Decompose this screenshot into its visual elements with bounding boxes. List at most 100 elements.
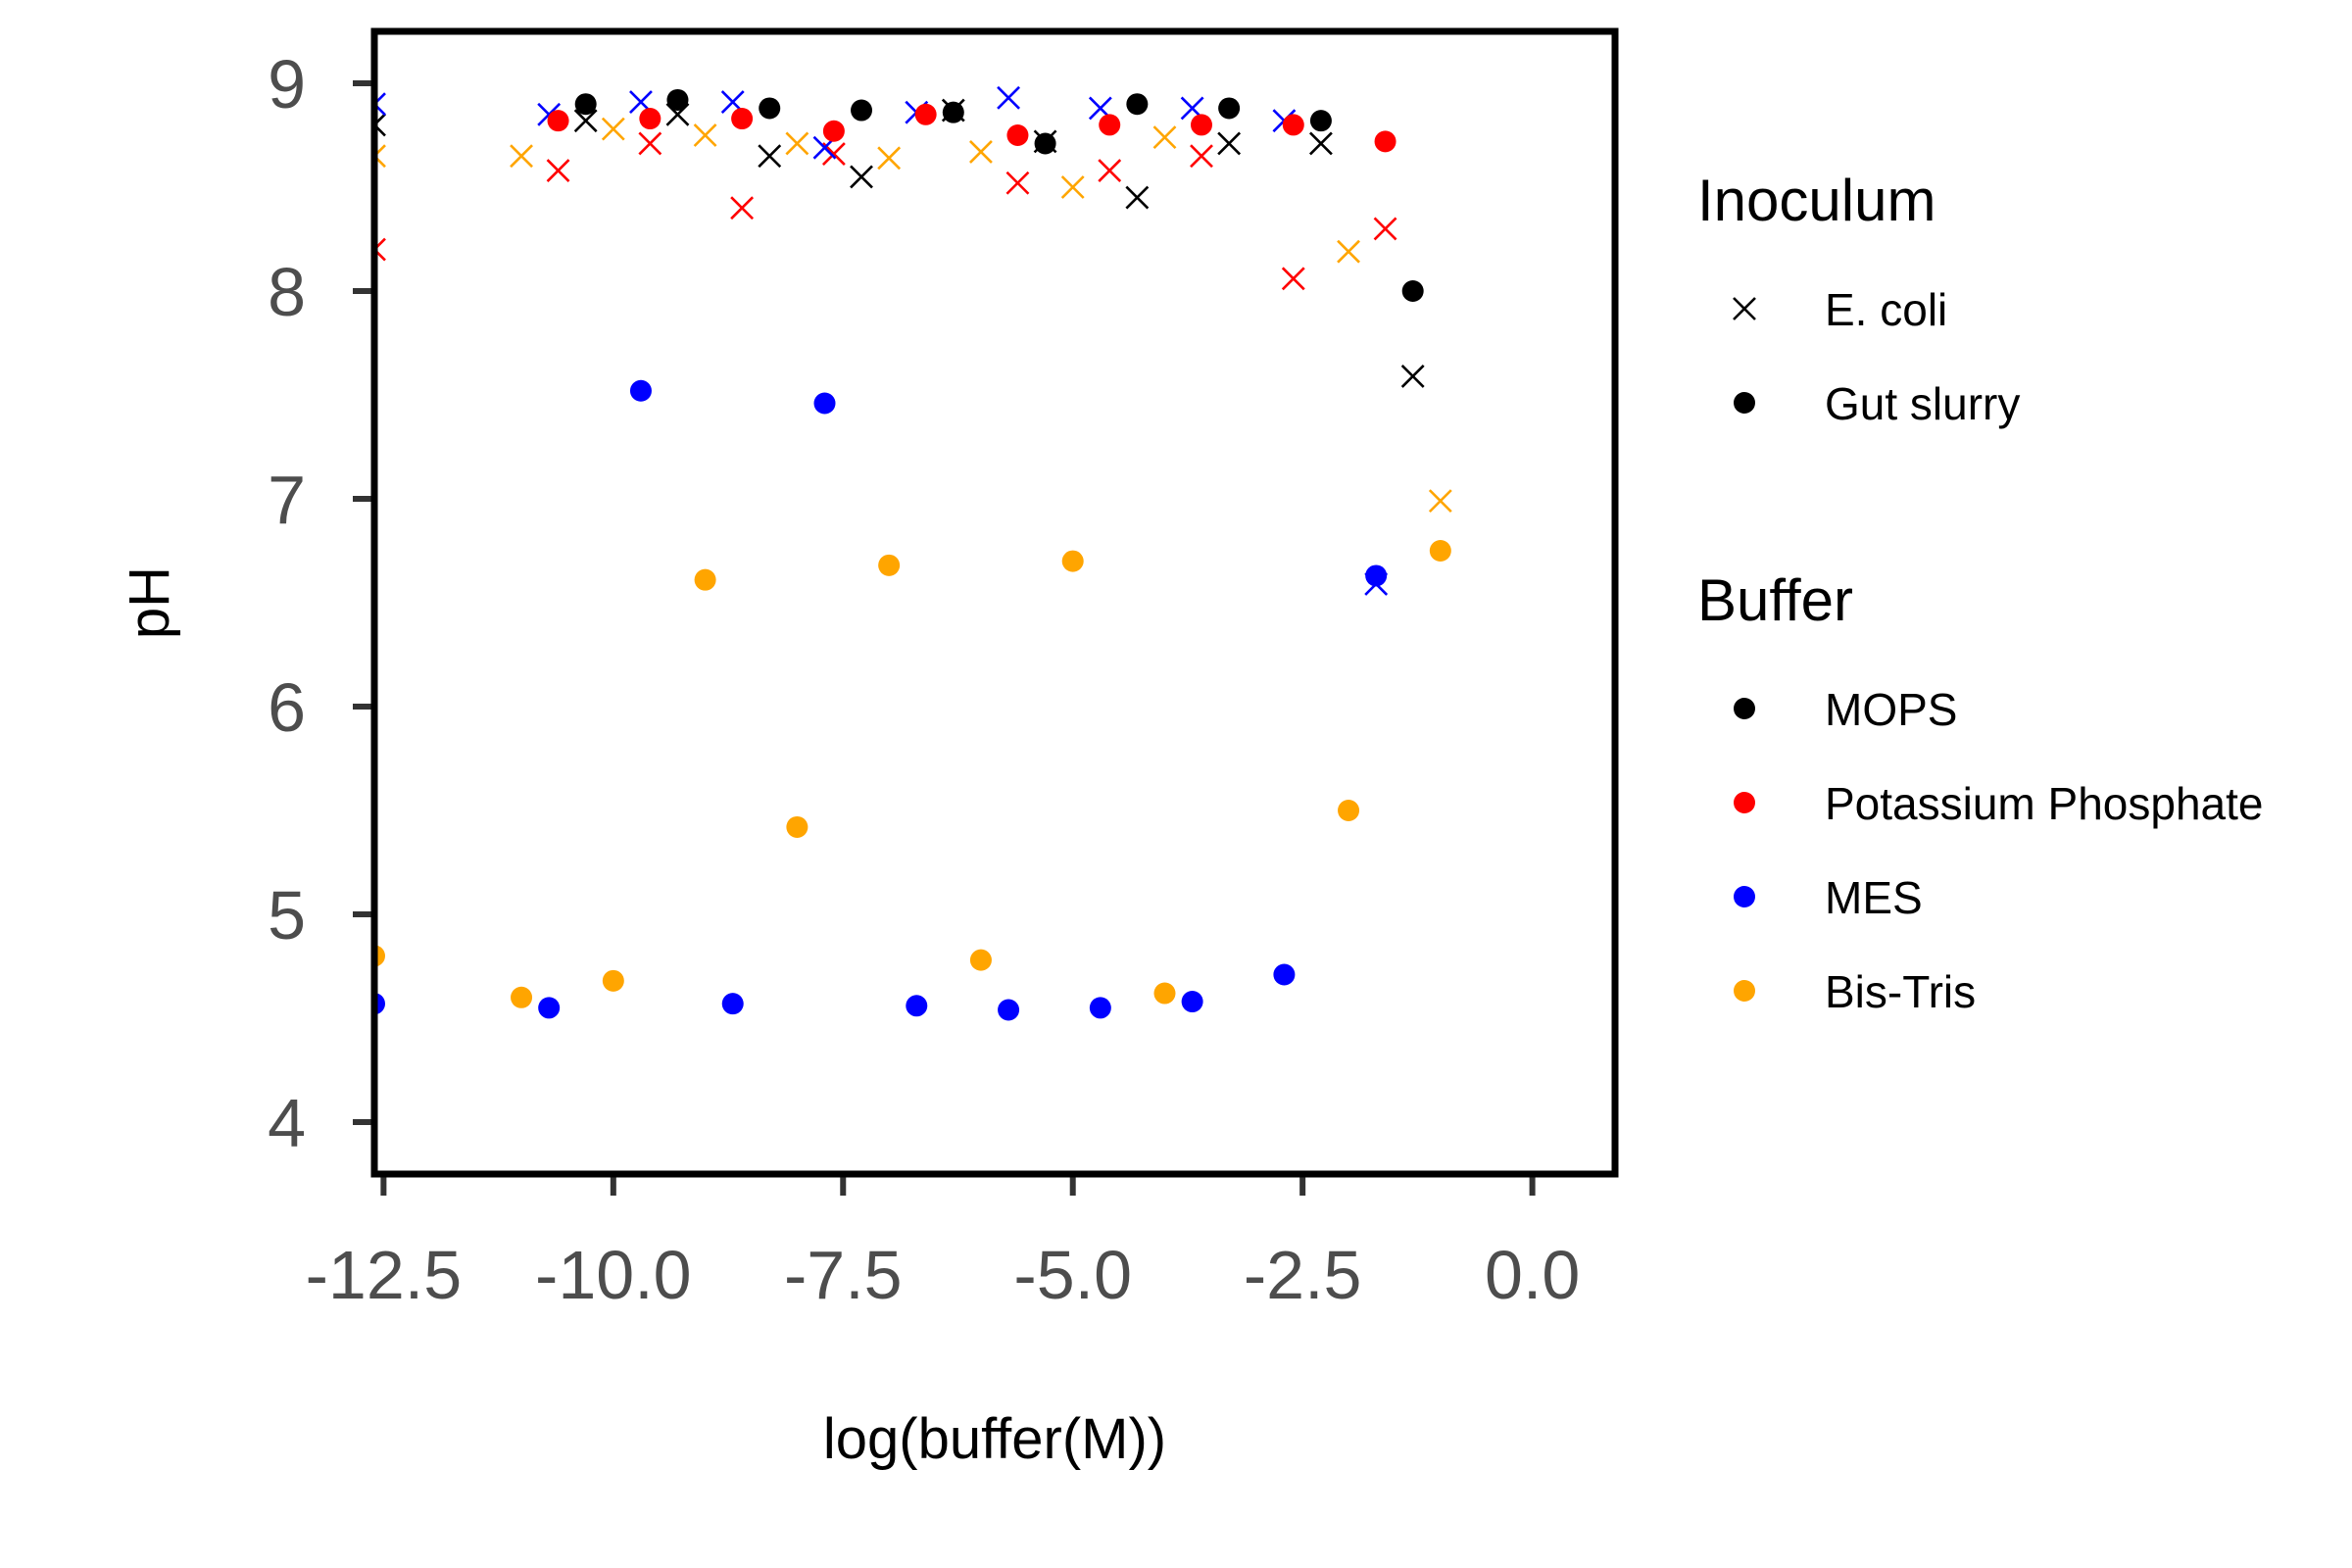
data-point [997, 85, 1020, 110]
x-axis-title: log(buffer(M)) [823, 1407, 1166, 1471]
data-point [1309, 110, 1332, 132]
legend-key [1734, 392, 1755, 414]
x-tick-label: -5.0 [1013, 1237, 1132, 1313]
data-point [1400, 365, 1425, 388]
data-point [1005, 171, 1030, 195]
data-point [694, 568, 716, 591]
data-point [877, 146, 902, 171]
legend-label: MOPS [1825, 684, 1957, 735]
data-point [374, 113, 386, 137]
data-point [1217, 131, 1242, 156]
data-point [813, 392, 836, 415]
legend: Inoculum E. coli Gut slurry Buffer MOPS Potas… [1697, 168, 2264, 1017]
data-point [693, 123, 717, 147]
data-point [942, 101, 964, 123]
legend-label: Gut slurry [1825, 378, 2020, 429]
data-point [601, 117, 625, 141]
data-point [1098, 159, 1122, 182]
data-point [1282, 114, 1304, 136]
data-point [666, 88, 689, 111]
data-point [1338, 800, 1360, 821]
data-point [374, 144, 386, 169]
y-tick-label: 7 [268, 462, 306, 538]
data-point [1429, 540, 1451, 562]
data-point [1099, 114, 1121, 136]
data-point [1061, 550, 1084, 572]
data-point [1273, 963, 1296, 986]
data-point [721, 993, 744, 1015]
data-point [1190, 144, 1213, 169]
data-point [1006, 124, 1029, 146]
data-point [1126, 93, 1149, 116]
data-point [1428, 489, 1452, 514]
data-point [758, 144, 782, 169]
data-point [785, 131, 809, 156]
data-points [374, 85, 1452, 1021]
x-tick-label: -7.5 [784, 1237, 903, 1313]
data-point [1373, 217, 1397, 241]
data-point [969, 949, 992, 971]
legend-label: E. coli [1825, 284, 1947, 335]
data-point [969, 140, 993, 164]
data-point [822, 120, 845, 142]
data-point [546, 159, 570, 182]
legend-key [1734, 698, 1755, 719]
x-tick-label: -12.5 [306, 1237, 463, 1313]
data-point [1308, 131, 1333, 156]
data-point [851, 99, 873, 122]
data-point [638, 131, 662, 156]
data-point [1191, 114, 1212, 136]
legend-title: Buffer [1697, 567, 1853, 633]
y-tick-label: 4 [268, 1085, 306, 1161]
data-point [1089, 997, 1111, 1019]
data-point [547, 110, 569, 132]
data-point [1125, 185, 1150, 210]
legend-key [1734, 886, 1755, 907]
data-point [1060, 175, 1085, 199]
legend-label: Potassium Phosphate [1825, 778, 2264, 829]
data-point [1365, 564, 1388, 587]
data-point [1153, 982, 1176, 1004]
plot-frame [370, 27, 1619, 1178]
data-point [511, 986, 533, 1008]
legend-key [1734, 980, 1755, 1002]
data-point [850, 165, 873, 189]
x-tick-label: 0.0 [1485, 1237, 1580, 1313]
data-point [639, 108, 662, 130]
x-axis-ticks: -12.5 -10.0 -7.5 -5.0 -2.5 0.0 [306, 1177, 1580, 1313]
data-point [878, 554, 901, 576]
data-point [1181, 991, 1203, 1013]
data-point [1281, 267, 1305, 291]
data-point [538, 997, 561, 1019]
legend-key [1734, 792, 1755, 813]
data-point [574, 93, 597, 116]
data-point [1152, 125, 1177, 150]
legend-key [1733, 297, 1756, 320]
y-axis-ticks: 4 5 6 7 8 9 [268, 46, 371, 1161]
y-tick-label: 6 [268, 669, 306, 746]
y-axis-title: pH [118, 566, 181, 639]
y-tick-label: 9 [268, 46, 306, 122]
data-point [1401, 280, 1424, 302]
legend-label: MES [1825, 872, 1923, 923]
data-point [629, 379, 652, 402]
x-tick-label: -2.5 [1244, 1237, 1362, 1313]
data-point [1374, 130, 1396, 153]
data-point [786, 815, 808, 838]
data-point [1218, 97, 1241, 120]
y-tick-label: 8 [268, 254, 306, 330]
data-point [730, 196, 755, 220]
data-point [374, 92, 386, 117]
legend-title: Inoculum [1697, 168, 1936, 233]
data-point [759, 97, 781, 120]
data-point [510, 144, 533, 169]
data-point [1337, 239, 1360, 264]
data-point [602, 969, 624, 992]
data-point [374, 237, 386, 262]
data-point [914, 103, 937, 125]
data-point [573, 109, 598, 133]
data-point [1034, 132, 1056, 155]
data-point [906, 995, 928, 1017]
y-tick-label: 5 [268, 877, 306, 954]
